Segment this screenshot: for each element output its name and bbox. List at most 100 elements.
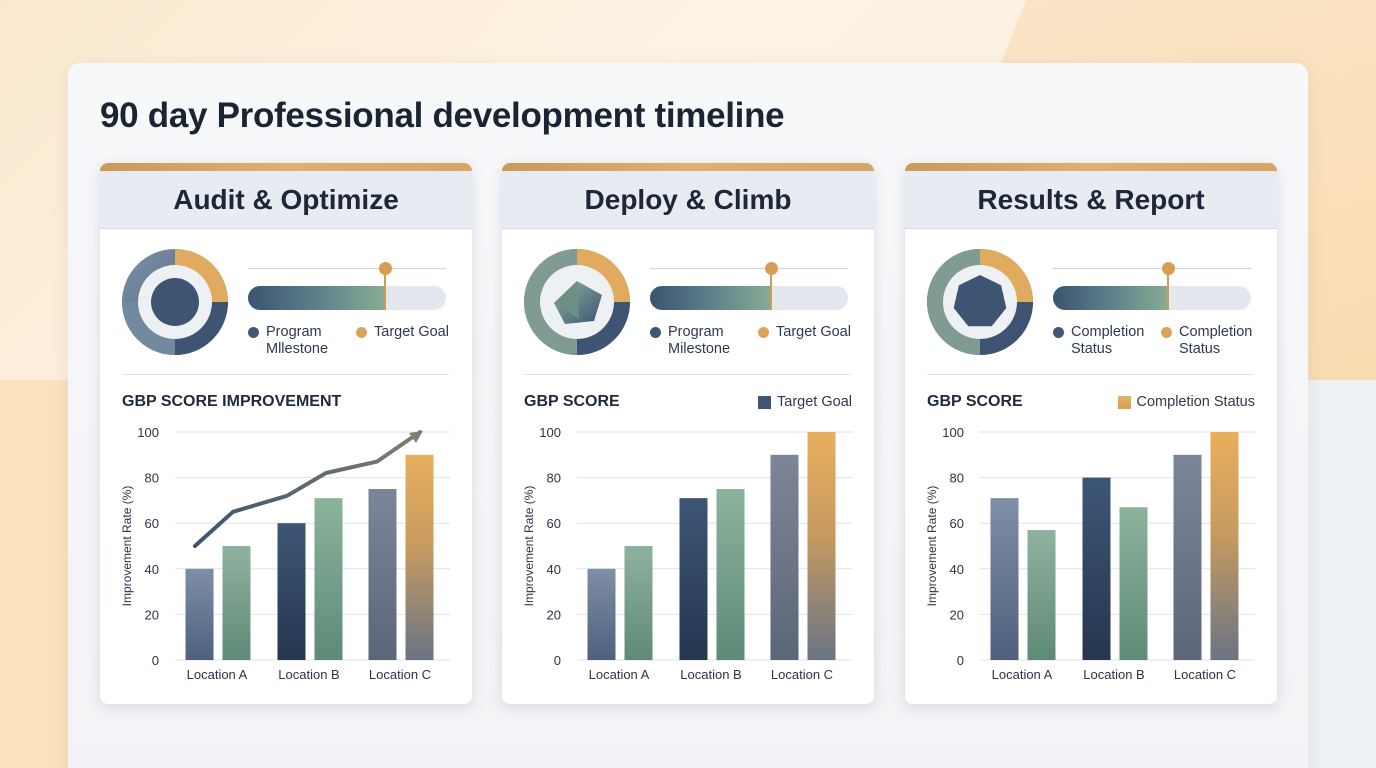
slider-marker-line: [770, 268, 772, 310]
legend-dot-gold: [1161, 327, 1172, 338]
y-tick-label: 80: [547, 471, 561, 486]
y-axis-label: Improvement Rate (%): [120, 486, 134, 607]
phase-card: Audit & Optimize Program Mllestone Target …: [100, 163, 472, 704]
legend-label: Program Mllestone: [266, 324, 329, 357]
phase-card: Deploy & Climb Program Milestone Target Go…: [502, 163, 874, 704]
slider-marker-knob: [1162, 262, 1175, 275]
bar: [770, 454, 799, 660]
heptagon-icon: [953, 275, 1007, 327]
page-title: 90 day Professional development timeline: [100, 96, 785, 135]
legend-label: Target Goal: [777, 394, 852, 410]
slider-marker-line: [384, 268, 386, 310]
card-title: Deploy & Climb: [502, 171, 874, 229]
slider-track: [248, 286, 446, 310]
x-tick-label: Location C: [1174, 667, 1236, 682]
donut-chart: [122, 249, 228, 355]
legend-swatch: [1117, 395, 1131, 409]
slider-baseline: [248, 268, 446, 269]
bar: [368, 489, 397, 660]
progress-slider: [650, 258, 850, 318]
section-divider: [524, 374, 851, 375]
legend-item: Completion Status: [1053, 324, 1148, 358]
slider-track: [650, 286, 848, 310]
progress-slider: [1053, 258, 1253, 318]
legend-label: Completion Status: [1071, 324, 1145, 357]
legend-item: Program Mllestone: [248, 324, 343, 358]
bar: [679, 498, 708, 660]
legend-label: Completion Status: [1136, 394, 1255, 410]
legend-item: Completion Status: [1161, 324, 1261, 358]
y-tick-label: 0: [957, 653, 964, 668]
slider-track: [1053, 286, 1251, 310]
bar-chart: 0 20 40 60 80 100 Improvement Rate (%) Location…: [522, 425, 852, 682]
bar: [1173, 454, 1202, 660]
chart-title: GBP SCORE: [927, 393, 1023, 410]
legend-dot-gold: [758, 327, 769, 338]
slider-baseline: [650, 268, 848, 269]
legend-label: Program Milestone: [668, 324, 731, 357]
x-tick-label: Location A: [589, 667, 650, 682]
card-accent-bar: [502, 163, 874, 171]
y-tick-label: 80: [950, 471, 964, 486]
phase-card: Results & Report Completion Status Complet…: [905, 163, 1277, 704]
slider-marker-line: [1167, 268, 1169, 310]
card-accent-bar: [905, 163, 1277, 171]
chart-legend: Target Goal: [758, 394, 852, 410]
bar: [314, 498, 343, 660]
legend-label: Completion Status: [1179, 324, 1253, 357]
y-tick-label: 20: [950, 607, 964, 622]
y-tick-label: 60: [950, 516, 964, 531]
slider-marker-knob: [379, 262, 392, 275]
x-tick-label: Location A: [992, 667, 1053, 682]
y-tick-label: 60: [547, 516, 561, 531]
y-tick-label: 100: [942, 425, 964, 440]
slider-fill: [1053, 286, 1168, 310]
bar: [1119, 507, 1148, 660]
y-tick-label: 0: [152, 653, 159, 668]
y-tick-label: 20: [145, 607, 159, 622]
card-accent-bar: [100, 163, 472, 171]
chart-title: GBP SCORE: [524, 393, 620, 410]
y-tick-label: 40: [547, 562, 561, 577]
y-tick-label: 0: [554, 653, 561, 668]
section-divider: [122, 374, 449, 375]
y-axis-label: Improvement Rate (%): [522, 486, 536, 607]
section-divider: [927, 374, 1254, 375]
progress-donut: [927, 249, 1033, 355]
y-axis-label: Improvement Rate (%): [925, 486, 939, 607]
bar: [405, 454, 434, 660]
x-tick-label: Location B: [1083, 667, 1144, 682]
legend-label: Target Goal: [374, 324, 449, 340]
bar: [222, 546, 251, 660]
x-tick-label: Location C: [369, 667, 431, 682]
bar: [990, 498, 1019, 660]
progress-slider: [248, 258, 448, 318]
x-tick-label: Location A: [187, 667, 248, 682]
legend-dot-navy: [650, 327, 661, 338]
x-tick-label: Location B: [680, 667, 741, 682]
y-tick-label: 40: [950, 562, 964, 577]
y-tick-label: 80: [145, 471, 159, 486]
legend-dot-gold: [356, 327, 367, 338]
slider-baseline: [1053, 268, 1251, 269]
chart-legend: Completion Status: [1117, 394, 1255, 410]
bar: [1082, 477, 1111, 660]
bar-chart: 0 20 40 60 80 100 Improvement Rate (%) Location…: [120, 425, 450, 682]
y-tick-label: 20: [547, 607, 561, 622]
legend-swatch: [758, 395, 772, 409]
y-tick-label: 100: [539, 425, 561, 440]
bar: [587, 568, 616, 660]
legend-dot-navy: [1053, 327, 1064, 338]
progress-donut: [524, 249, 630, 355]
chart-title: GBP SCORE IMPROVEMENT: [122, 393, 342, 410]
donut-chart: [524, 249, 630, 355]
background-shape: [1306, 380, 1376, 768]
trend-line: [193, 430, 422, 548]
bar: [277, 523, 306, 660]
y-tick-label: 60: [145, 516, 159, 531]
card-title: Audit & Optimize: [100, 171, 472, 229]
card-title: Results & Report: [905, 171, 1277, 229]
legend-item: Target Goal: [758, 324, 858, 341]
background-shape: [0, 380, 70, 768]
y-tick-label: 100: [137, 425, 159, 440]
